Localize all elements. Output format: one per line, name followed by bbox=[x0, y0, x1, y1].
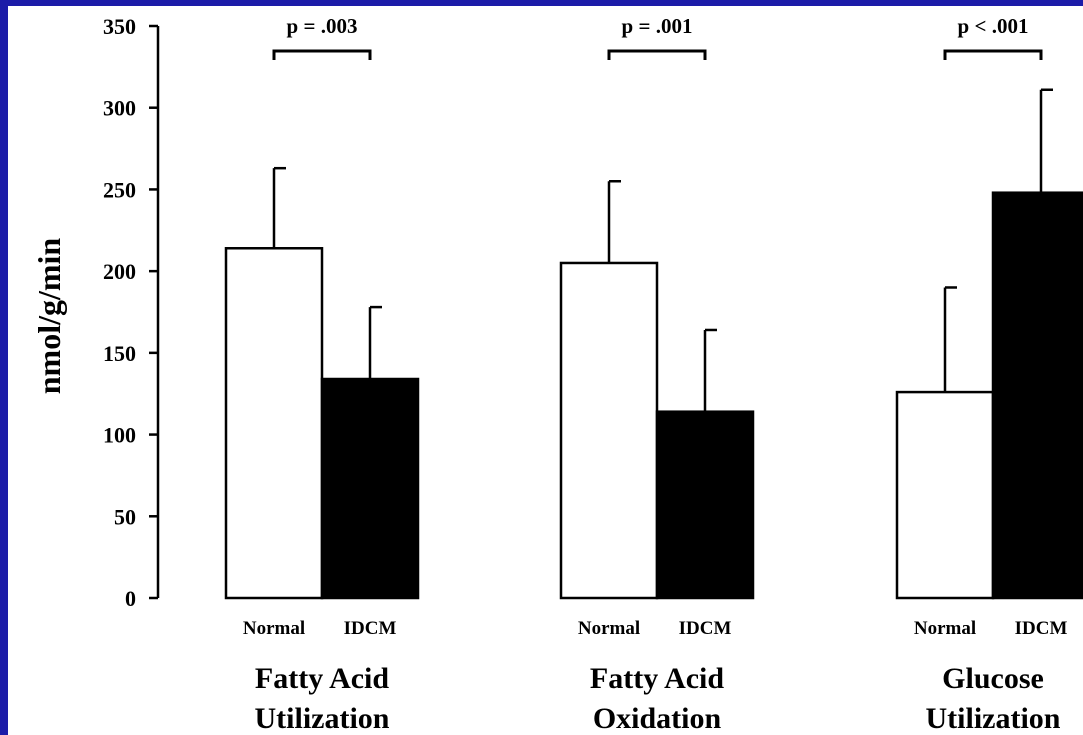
group-label-line1: Fatty Acid bbox=[590, 662, 724, 695]
bar-category-label: IDCM bbox=[1015, 618, 1068, 639]
y-tick-label: 300 bbox=[103, 96, 136, 121]
y-tick-label: 200 bbox=[103, 259, 136, 284]
y-tick-label: 350 bbox=[103, 14, 136, 39]
group-label-line2: Oxidation bbox=[593, 702, 722, 735]
bar-idcm-group-2 bbox=[655, 410, 755, 600]
y-tick-label: 100 bbox=[103, 423, 136, 448]
significance-bracket bbox=[607, 49, 707, 60]
y-tick-label: 50 bbox=[114, 504, 136, 529]
bar-idcm-group-3 bbox=[991, 191, 1083, 600]
significance-bracket bbox=[943, 49, 1043, 60]
group-label-line2: Utilization bbox=[255, 702, 390, 735]
bar-normal-group-1 bbox=[224, 247, 324, 600]
group-label-line2: Utilization bbox=[926, 702, 1061, 735]
chart-panel: nmol/g/min 0 50 100 150 200 250 300 350 Normal I… bbox=[8, 6, 1083, 735]
bar-category-label: IDCM bbox=[344, 618, 397, 639]
group-label-line1: Fatty Acid bbox=[255, 662, 389, 695]
bar-chart: nmol/g/min 0 50 100 150 200 250 300 350 Normal I… bbox=[31, 14, 1083, 735]
bar-category-label: Normal bbox=[578, 618, 640, 639]
group-label-line1: Glucose bbox=[942, 662, 1044, 695]
p-value-label: p = .001 bbox=[622, 14, 693, 38]
y-tick-label: 150 bbox=[103, 341, 136, 366]
bar-normal-group-2 bbox=[559, 261, 659, 600]
p-value-label: p = .003 bbox=[287, 14, 358, 38]
bar-idcm-group-1 bbox=[320, 377, 420, 600]
bar-category-label: Normal bbox=[914, 618, 976, 639]
y-tick-label: 250 bbox=[103, 177, 136, 202]
p-value-label: p < .001 bbox=[958, 14, 1029, 38]
y-axis-title: nmol/g/min bbox=[31, 238, 67, 395]
y-tick-label: 0 bbox=[125, 586, 136, 611]
bar-category-label: IDCM bbox=[679, 618, 732, 639]
bar-category-label: Normal bbox=[243, 618, 305, 639]
significance-bracket bbox=[272, 49, 372, 60]
bar-normal-group-3 bbox=[895, 390, 995, 600]
